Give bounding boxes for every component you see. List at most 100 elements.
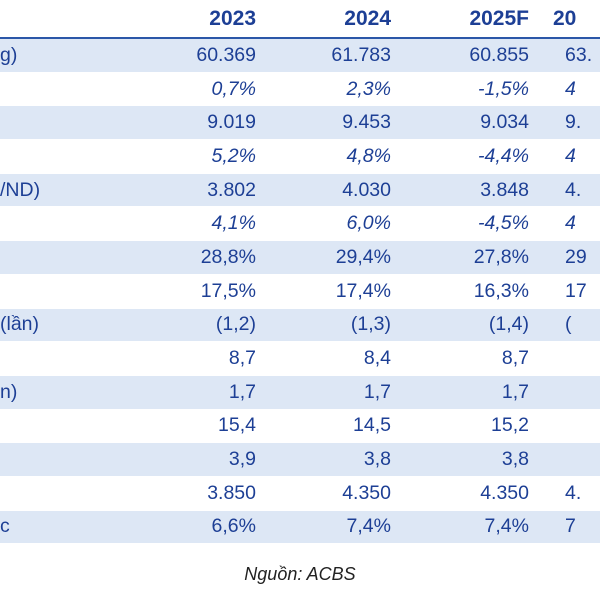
table-row: 8,7 8,4 8,7 [0, 341, 600, 376]
cell-value-2025f: 9.034 [395, 105, 533, 141]
cell-value-2024: 61.783 [260, 38, 395, 73]
cell-value-2025f: 7,4% [395, 510, 533, 545]
header-year-2023: 2023 [140, 0, 260, 39]
cell-value-2023: 28,8% [140, 240, 260, 275]
row-label [0, 240, 140, 275]
row-label [0, 476, 140, 511]
financial-forecast-table: 2023 2024 2025F 20 g) 60.369 61.783 60.855 6… [0, 0, 600, 545]
cell-value-2024: 8,4 [260, 341, 395, 376]
cell-value-next: 4. [533, 476, 600, 511]
cell-value-next [533, 341, 600, 376]
cell-value-2023: 60.369 [140, 38, 260, 73]
row-label [0, 341, 140, 376]
cell-value-2024: 4.030 [260, 173, 395, 208]
cell-value-2024: (1,3) [260, 308, 395, 343]
cell-value-next: ( [533, 308, 600, 343]
cell-value-next: 4 [533, 139, 600, 174]
cell-value-2025f: (1,4) [395, 308, 533, 343]
cell-value-2025f: -1,5% [395, 72, 533, 107]
row-label [0, 274, 140, 309]
cell-value-2023: 9.019 [140, 105, 260, 141]
table-row: 3,9 3,8 3,8 [0, 442, 600, 477]
row-label [0, 139, 140, 174]
cell-value-next [533, 375, 600, 410]
cell-value-2024: 1,7 [260, 375, 395, 410]
cell-value-next [533, 409, 600, 444]
cell-value-next: 17 [533, 274, 600, 309]
row-label [0, 105, 140, 141]
cell-value-2025f: 3.848 [395, 173, 533, 208]
cell-value-2024: 9.453 [260, 105, 395, 141]
cell-value-2024: 4.350 [260, 476, 395, 511]
row-label [0, 206, 140, 242]
row-label [0, 409, 140, 444]
financial-table-container: 2023 2024 2025F 20 g) 60.369 61.783 60.855 6… [0, 0, 600, 545]
cell-value-next: 7 [533, 510, 600, 545]
header-year-2024: 2024 [260, 0, 395, 39]
cell-value-2023: 4,1% [140, 206, 260, 242]
header-label-cell [0, 0, 140, 39]
table-row: 28,8% 29,4% 27,8% 29 [0, 240, 600, 275]
cell-value-2023: 5,2% [140, 139, 260, 174]
cell-value-2024: 17,4% [260, 274, 395, 309]
source-caption: Nguồn: ACBS [244, 564, 356, 584]
cell-value-2023: 6,6% [140, 510, 260, 545]
row-label [0, 72, 140, 107]
table-row: /ND) 3.802 4.030 3.848 4. [0, 173, 600, 208]
table-row: n) 1,7 1,7 1,7 [0, 375, 600, 410]
cell-value-2024: 3,8 [260, 442, 395, 477]
table-row: (lần) (1,2) (1,3) (1,4)( [0, 308, 600, 343]
table-header-row: 2023 2024 2025F 20 [0, 0, 600, 39]
cell-value-2024: 7,4% [260, 510, 395, 545]
cell-value-2024: 6,0% [260, 206, 395, 242]
cell-value-2025f: 27,8% [395, 240, 533, 275]
table-body: g) 60.369 61.783 60.855 63. 0,7% 2,3% -1,5% 4 9.0… [0, 38, 600, 545]
table-row: c 6,6% 7,4% 7,4% 7 [0, 510, 600, 545]
row-label: (lần) [0, 308, 140, 343]
cell-value-2023: 0,7% [140, 72, 260, 107]
cell-value-2025f: 15,2 [395, 409, 533, 444]
cell-value-2023: 8,7 [140, 341, 260, 376]
header-year-2025f: 2025F [395, 0, 533, 39]
table-row: 17,5% 17,4% 16,3% 17 [0, 274, 600, 309]
cell-value-2024: 2,3% [260, 72, 395, 107]
cell-value-2025f: 3,8 [395, 442, 533, 477]
cell-value-2025f: 1,7 [395, 375, 533, 410]
cell-value-2023: 3.802 [140, 173, 260, 208]
cell-value-2025f: 4.350 [395, 476, 533, 511]
cell-value-2025f: 8,7 [395, 341, 533, 376]
cell-value-2024: 4,8% [260, 139, 395, 174]
cell-value-next: 4 [533, 72, 600, 107]
cell-value-2024: 29,4% [260, 240, 395, 275]
cell-value-next: 4. [533, 173, 600, 208]
row-label: /ND) [0, 173, 140, 208]
cell-value-2023: 15,4 [140, 409, 260, 444]
cell-value-2025f: -4,4% [395, 139, 533, 174]
cell-value-next: 29 [533, 240, 600, 275]
cell-value-2023: 3,9 [140, 442, 260, 477]
table-row: 5,2% 4,8% -4,4% 4 [0, 139, 600, 174]
cell-value-2023: (1,2) [140, 308, 260, 343]
table-row: 15,4 14,5 15,2 [0, 409, 600, 444]
row-label: n) [0, 375, 140, 410]
cell-value-next [533, 442, 600, 477]
cell-value-next: 63. [533, 38, 600, 73]
cell-value-next: 4 [533, 206, 600, 242]
row-label: c [0, 510, 140, 545]
header-year-next: 20 [533, 0, 600, 39]
table-row: g) 60.369 61.783 60.855 63. [0, 38, 600, 73]
row-label [0, 442, 140, 477]
cell-value-2023: 3.850 [140, 476, 260, 511]
cell-value-2024: 14,5 [260, 409, 395, 444]
table-row: 0,7% 2,3% -1,5% 4 [0, 72, 600, 107]
table-row: 4,1% 6,0% -4,5% 4 [0, 206, 600, 242]
cell-value-2023: 1,7 [140, 375, 260, 410]
cell-value-next: 9. [533, 105, 600, 141]
table-row: 3.850 4.350 4.350 4. [0, 476, 600, 511]
row-label: g) [0, 38, 140, 73]
table-row: 9.019 9.453 9.034 9. [0, 105, 600, 141]
cell-value-2025f: -4,5% [395, 206, 533, 242]
cell-value-2025f: 60.855 [395, 38, 533, 73]
cell-value-2025f: 16,3% [395, 274, 533, 309]
cell-value-2023: 17,5% [140, 274, 260, 309]
